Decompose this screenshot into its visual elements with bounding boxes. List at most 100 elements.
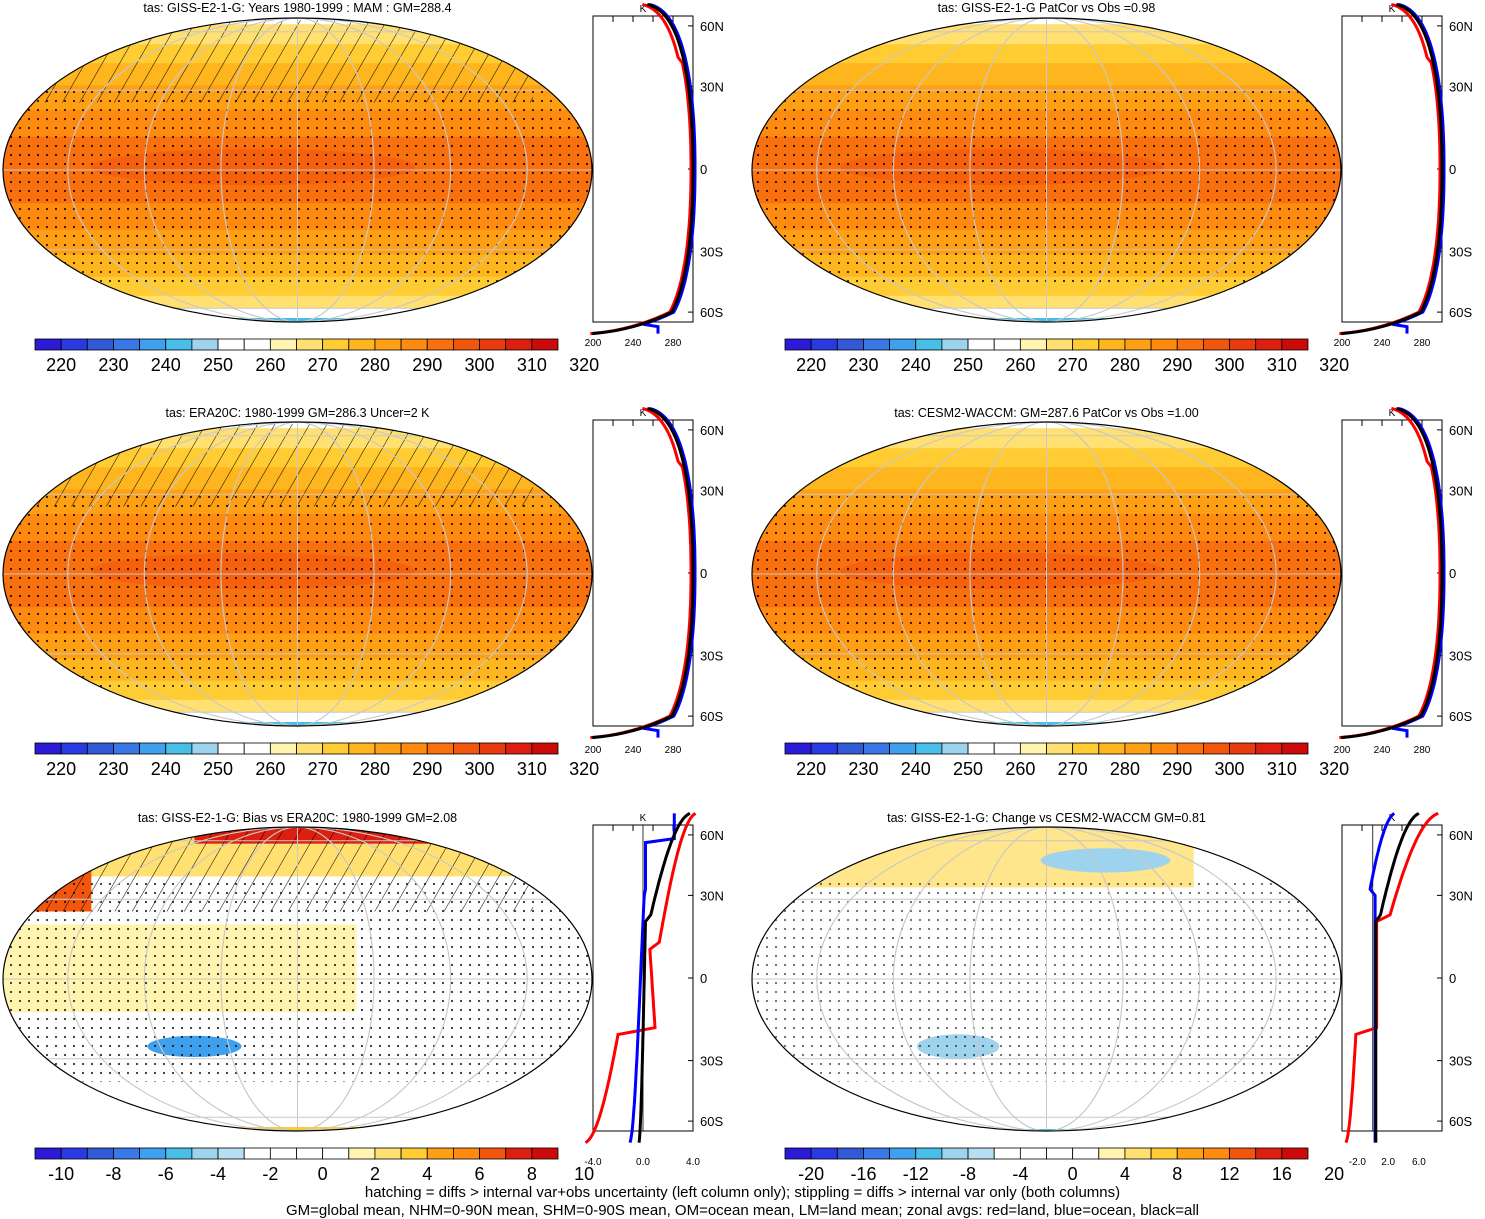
colorbar-swatch	[400, 338, 428, 351]
lat-label: 60N	[700, 19, 724, 34]
colorbar-tick-label: 20	[1324, 1164, 1344, 1184]
zonal-profile-all	[1374, 812, 1420, 1143]
lat-label: 0	[1449, 566, 1456, 581]
lat-label: 30S	[1449, 649, 1472, 664]
colorbar-swatch	[1203, 1147, 1230, 1160]
graticule-meridian	[816, 422, 1277, 726]
colorbar-swatch	[1176, 338, 1204, 351]
lat-label: 60S	[1449, 709, 1472, 724]
colorbar-swatch	[426, 742, 454, 755]
panel-title: tas: CESM2-WACCM: GM=287.6 PatCor vs Obs…	[894, 406, 1199, 420]
zonal-unit-label: K	[1389, 813, 1396, 824]
lat-label: 30S	[1449, 1054, 1472, 1069]
colorbar-tick-label: 4	[422, 1164, 432, 1184]
colorbar-swatch	[400, 742, 428, 755]
graticule-meridian	[143, 827, 452, 1131]
colorbar-swatch	[863, 338, 891, 351]
colorbar-swatch	[452, 1147, 480, 1160]
colorbar-tick-label: 290	[412, 759, 442, 779]
zonal-x-tick-label: 2.0	[1381, 1157, 1395, 1168]
colorbar-swatch	[1046, 742, 1074, 755]
colorbar-swatch	[1046, 1147, 1074, 1160]
lat-label: 60S	[1449, 305, 1472, 320]
colorbar-tick-label: 310	[517, 759, 547, 779]
colorbar-swatch	[1124, 338, 1152, 351]
lat-label: 30N	[1449, 888, 1473, 903]
colorbar-tick-label: 260	[255, 759, 285, 779]
colorbar-swatch	[967, 338, 995, 351]
colorbar-tick-label: 320	[1319, 355, 1349, 375]
zonal-x-tick-label: 280	[665, 745, 682, 756]
lat-label: 60S	[1449, 1114, 1472, 1129]
panel-p2: tas: GISS-E2-1-G PatCor vs Obs =0.98 220 2…	[751, 1, 1473, 375]
colorbar-tick-label: -16	[850, 1164, 876, 1184]
panel-title: tas: ERA20C: 1980-1999 GM=286.3 Uncer=2 …	[165, 406, 430, 420]
colorbar-tick-label: 280	[360, 355, 390, 375]
map-fill	[3, 827, 592, 1131]
colorbar-swatch	[1281, 338, 1309, 351]
zonal-temperature-band	[3, 728, 592, 734]
colorbar-tick-label: 220	[796, 355, 826, 375]
colorbar-swatch	[113, 338, 140, 351]
colorbar-tick-label: 250	[203, 759, 233, 779]
map-outline	[2, 17, 593, 323]
colorbar-swatch	[86, 742, 114, 755]
footer-note-legend: GM=global mean, NHM=0-90N mean, SHM=0-90…	[285, 1202, 1199, 1219]
colorbar-swatch	[165, 742, 193, 755]
panel-p5: tas: GISS-E2-1-G: Bias vs ERA20C: 1980-1…	[2, 811, 724, 1184]
colorbar-swatch	[1255, 1147, 1283, 1160]
colorbar-tick-label: -4	[210, 1164, 226, 1184]
zonal-x-tick-label: 0.0	[636, 1157, 650, 1168]
zonal-x-tick-label: 200	[585, 745, 602, 756]
panel-p4: tas: CESM2-WACCM: GM=287.6 PatCor vs Obs…	[751, 406, 1473, 779]
map-fill	[3, 18, 592, 330]
colorbar-tick-label: 240	[901, 759, 931, 779]
graticule-meridian	[67, 422, 528, 726]
colorbar-swatch	[426, 1147, 454, 1160]
map-outline	[751, 421, 1342, 727]
colorbar-swatch	[941, 1147, 969, 1160]
colorbar-swatch	[479, 1147, 507, 1160]
colorbar-swatch	[139, 1147, 167, 1160]
colorbar-tick-label: 230	[848, 759, 878, 779]
colorbar-swatch	[86, 1147, 114, 1160]
map-fill	[3, 422, 592, 734]
colorbar-swatch	[374, 338, 402, 351]
zonal-temperature-band	[3, 324, 592, 330]
colorbar-swatch	[1150, 742, 1178, 755]
zonal-x-tick-label: 280	[1414, 745, 1431, 756]
colorbar-tick-label: 240	[901, 355, 931, 375]
colorbar-swatch	[505, 338, 533, 351]
map-outline	[2, 421, 593, 727]
colorbar-swatch	[1255, 338, 1283, 351]
graticule-meridian	[67, 827, 528, 1131]
zonal-x-tick-label: 280	[1414, 338, 1431, 349]
colorbar-tick-label: 290	[1162, 759, 1192, 779]
graticule-meridian	[892, 18, 1201, 322]
lat-label: 60S	[700, 1114, 723, 1129]
colorbar-swatch	[322, 742, 350, 755]
colorbar-swatch	[784, 742, 812, 755]
graticule-meridian	[67, 18, 528, 322]
colorbar-swatch	[531, 338, 559, 351]
colorbar-tick-label: 230	[98, 355, 128, 375]
lat-label: 30S	[1449, 245, 1472, 260]
zonal-profile-land	[590, 2, 693, 336]
colorbar-tick-label: 8	[527, 1164, 537, 1184]
colorbar-tick-label: 0	[1068, 1164, 1078, 1184]
zonal-x-tick-label: 240	[625, 745, 642, 756]
colorbar-swatch	[139, 338, 167, 351]
colorbar-swatch	[810, 338, 838, 351]
graticule-meridian	[969, 827, 1124, 1131]
zonal-unit-label: K	[640, 4, 647, 15]
graticule-meridian	[969, 18, 1124, 322]
colorbar-swatch	[191, 742, 219, 755]
zonal-profile-all	[1341, 406, 1444, 740]
colorbar-swatch	[967, 1147, 995, 1160]
colorbar-swatch	[479, 338, 507, 351]
lat-label: 60N	[700, 423, 724, 438]
panel-title: tas: GISS-E2-1-G: Change vs CESM2-WACCM …	[887, 811, 1206, 825]
colorbar-tick-label: 270	[1058, 759, 1088, 779]
colorbar-swatch	[1124, 1147, 1152, 1160]
colorbar-swatch	[967, 742, 995, 755]
